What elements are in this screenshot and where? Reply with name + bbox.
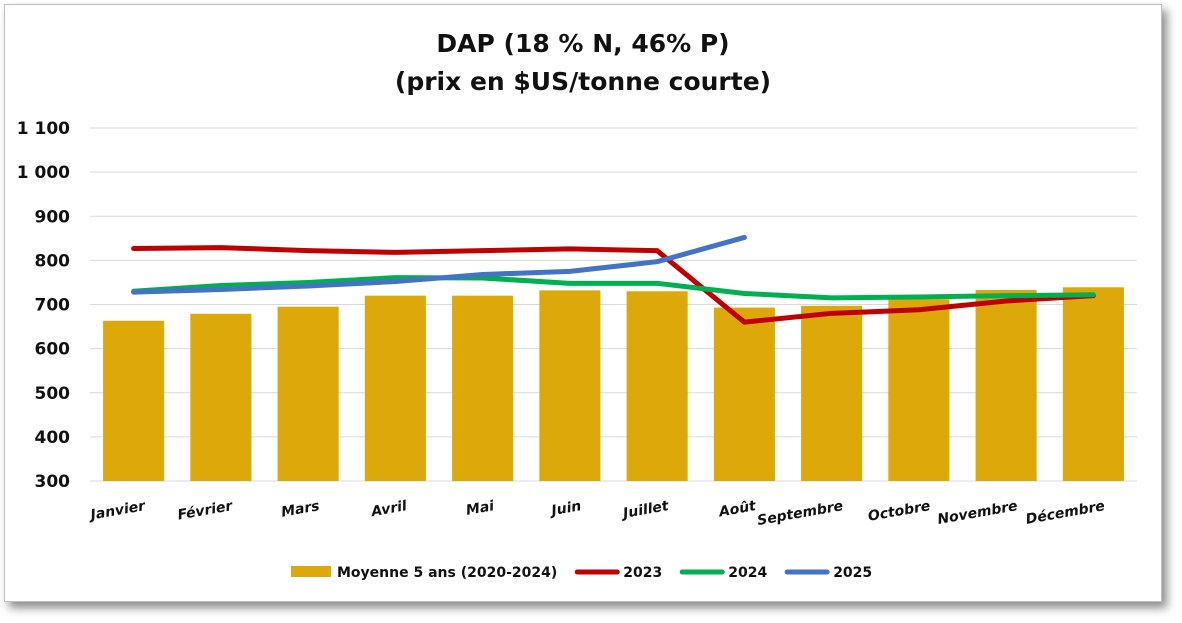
bar	[103, 320, 165, 481]
bar	[277, 306, 339, 481]
x-tick-label: Décembre	[1025, 498, 1106, 528]
bar	[190, 313, 252, 481]
legend-label: 2024	[728, 565, 767, 581]
series-line-2024	[131, 275, 1096, 301]
y-axis-ticks: 300 400 500 600 700 800 900 1 000 1 100	[17, 119, 70, 492]
series-line-2025	[131, 234, 747, 295]
x-tick-label: Juin	[547, 498, 582, 519]
y-tick-label: 300	[35, 472, 71, 492]
bar	[626, 291, 688, 481]
x-tick-label: Août	[717, 498, 759, 521]
y-tick-label: 500	[35, 384, 71, 404]
x-axis-ticks: Janvier Février Mars Avril Mai Juin Juillet Aoû…	[86, 498, 1106, 529]
x-tick-label: Janvier	[86, 498, 147, 524]
x-tick-label: Novembre	[936, 498, 1019, 528]
y-tick-label: 1 100	[17, 119, 70, 139]
bar	[801, 305, 863, 481]
x-tick-label: Septembre	[756, 498, 844, 529]
bar-series	[103, 287, 1124, 481]
y-tick-label: 800	[35, 251, 71, 271]
y-tick-label: 600	[35, 340, 71, 360]
y-tick-label: 400	[35, 428, 71, 448]
x-tick-label: Octobre	[867, 498, 932, 525]
bar	[364, 295, 426, 481]
bar	[888, 299, 950, 481]
y-tick-label: 900	[35, 207, 71, 227]
chart-title-line-1: DAP (18 % N, 46% P)	[436, 29, 729, 58]
bar	[975, 289, 1037, 481]
x-tick-label: Juillet	[619, 498, 671, 522]
legend-swatch	[291, 566, 331, 577]
bar	[539, 290, 601, 481]
chart-title-line-2: (prix en $US/tonne courte)	[395, 67, 771, 96]
x-tick-label: Mai	[465, 498, 496, 519]
x-tick-label: Février	[176, 498, 234, 524]
y-tick-label: 700	[35, 296, 71, 316]
line-series	[131, 234, 1096, 325]
legend-label: Moyenne 5 ans (2020-2024)	[337, 565, 557, 581]
series-line-2023	[131, 245, 1096, 325]
bar	[1062, 287, 1124, 481]
gridlines	[90, 127, 1137, 482]
x-tick-label: Avril	[369, 498, 408, 520]
bar	[452, 295, 514, 481]
x-tick-label: Mars	[280, 498, 321, 520]
legend-label: 2025	[833, 565, 872, 581]
legend: Moyenne 5 ans (2020-2024) 2023 2024 2025	[291, 565, 872, 581]
y-tick-label: 1 000	[17, 163, 70, 183]
legend-label: 2023	[623, 565, 662, 581]
bar	[713, 307, 775, 481]
